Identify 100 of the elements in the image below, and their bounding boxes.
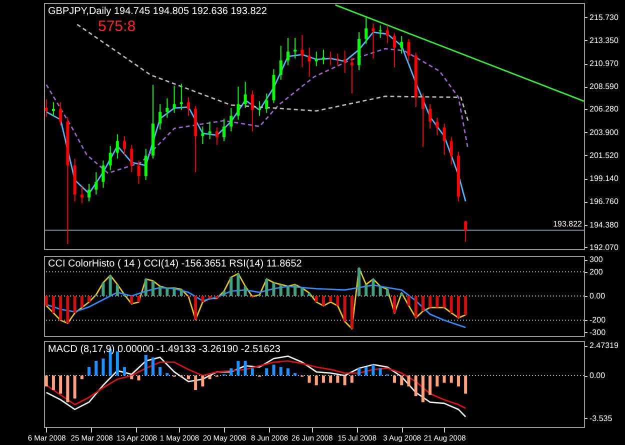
y-tick-label: 215.730 bbox=[590, 12, 619, 22]
candlestick bbox=[407, 38, 410, 62]
bar bbox=[450, 376, 453, 383]
candlestick bbox=[116, 134, 119, 160]
bar bbox=[421, 376, 424, 402]
bar bbox=[314, 296, 318, 302]
bar bbox=[286, 368, 290, 376]
bar bbox=[350, 376, 354, 383]
bar bbox=[250, 368, 254, 376]
bar bbox=[393, 296, 396, 313]
bar bbox=[372, 364, 375, 376]
y-tick-label: 213.350 bbox=[590, 36, 619, 45]
bar bbox=[59, 296, 62, 320]
bar bbox=[102, 282, 105, 296]
bar bbox=[343, 376, 346, 386]
bar bbox=[286, 286, 290, 296]
candlestick bbox=[421, 92, 424, 148]
bar bbox=[279, 284, 282, 296]
bar bbox=[166, 373, 169, 376]
y-tick-label: 194.380 bbox=[590, 220, 619, 230]
bar bbox=[386, 289, 389, 296]
line-series bbox=[46, 284, 466, 328]
bar bbox=[144, 354, 148, 376]
y-tick-label: 192.070 bbox=[590, 242, 619, 252]
bar bbox=[137, 376, 140, 380]
candlestick bbox=[300, 34, 304, 68]
candlestick bbox=[314, 51, 318, 67]
candlestick bbox=[44, 98, 48, 118]
bar bbox=[201, 376, 204, 386]
bar bbox=[73, 296, 76, 313]
candlestick bbox=[108, 145, 112, 171]
candlestick bbox=[343, 50, 346, 74]
bar bbox=[378, 368, 382, 376]
bar bbox=[186, 376, 190, 380]
candlestick bbox=[215, 126, 218, 146]
bar bbox=[194, 376, 198, 390]
y-tick-label: 203.900 bbox=[590, 128, 619, 137]
candlestick bbox=[80, 186, 84, 204]
bar bbox=[130, 376, 134, 380]
bar bbox=[265, 279, 268, 296]
y-tick-label: 2.47319 bbox=[590, 341, 619, 350]
bar bbox=[350, 296, 354, 329]
candlestick bbox=[166, 98, 169, 118]
candlestick bbox=[428, 104, 432, 129]
bar bbox=[272, 364, 276, 376]
bar bbox=[230, 277, 233, 296]
candlestick bbox=[364, 17, 368, 44]
bar bbox=[414, 296, 418, 318]
bar bbox=[442, 296, 446, 308]
bar bbox=[208, 376, 212, 380]
bar bbox=[464, 296, 468, 315]
bar bbox=[172, 288, 176, 296]
line-series bbox=[46, 355, 466, 418]
bar bbox=[44, 376, 48, 386]
bar bbox=[358, 268, 360, 296]
bar bbox=[222, 291, 226, 296]
chart-title: GBPJPY,Daily 194.745 194.805 192.636 193.822 bbox=[48, 6, 268, 17]
candlestick bbox=[236, 86, 240, 120]
bar bbox=[436, 296, 439, 308]
bar bbox=[108, 275, 112, 296]
bar bbox=[456, 376, 460, 386]
bar bbox=[244, 360, 247, 376]
bar bbox=[279, 367, 282, 376]
candlestick bbox=[400, 36, 404, 54]
bar bbox=[151, 280, 154, 296]
candlestick bbox=[336, 53, 340, 67]
candlestick bbox=[186, 96, 190, 116]
line-series bbox=[46, 48, 469, 174]
bar bbox=[343, 296, 346, 322]
bar bbox=[294, 373, 297, 376]
bar bbox=[329, 296, 332, 302]
bar bbox=[88, 367, 90, 376]
y-tick-label: 210.970 bbox=[590, 59, 619, 68]
bar bbox=[52, 376, 55, 390]
bar bbox=[400, 376, 404, 386]
candlestick bbox=[230, 108, 233, 132]
y-tick-label: 199.140 bbox=[590, 174, 619, 184]
candlestick bbox=[464, 220, 468, 242]
candlestick bbox=[144, 148, 148, 180]
candlestick bbox=[102, 160, 105, 188]
bar bbox=[201, 296, 204, 302]
bar bbox=[244, 286, 247, 296]
bar bbox=[151, 357, 154, 376]
candlestick bbox=[250, 90, 254, 132]
candlestick bbox=[172, 85, 176, 114]
bar bbox=[322, 376, 325, 383]
bar bbox=[123, 367, 126, 376]
y-tick-label: -200 bbox=[590, 316, 606, 325]
bar bbox=[308, 376, 311, 383]
bar bbox=[378, 286, 382, 296]
bar bbox=[436, 376, 439, 386]
bar bbox=[336, 296, 340, 306]
bar bbox=[236, 360, 240, 376]
y-tick-label: 208.590 bbox=[590, 82, 619, 92]
y-tick-label: 200 bbox=[590, 267, 604, 276]
candlestick bbox=[258, 100, 262, 116]
bar bbox=[80, 296, 84, 308]
candlestick bbox=[244, 81, 247, 109]
bar bbox=[393, 376, 396, 383]
bar bbox=[272, 282, 276, 296]
